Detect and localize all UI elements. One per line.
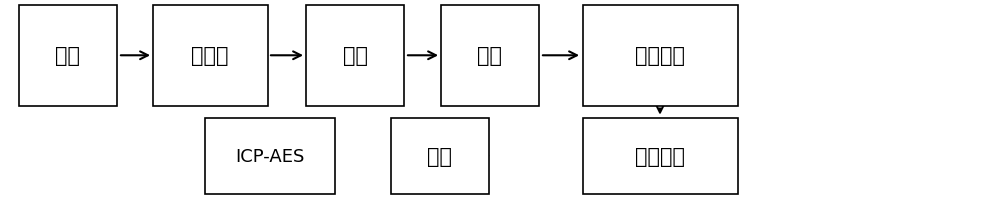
FancyBboxPatch shape (205, 118, 335, 194)
Text: 定容: 定容 (428, 146, 452, 166)
Text: 低温挥硅: 低温挥硅 (635, 46, 685, 66)
Text: 氢氟酸: 氢氟酸 (191, 46, 229, 66)
Text: 干冰: 干冰 (342, 46, 368, 66)
FancyBboxPatch shape (441, 6, 539, 106)
FancyBboxPatch shape (582, 118, 738, 194)
FancyBboxPatch shape (391, 118, 489, 194)
Text: ICP-AES: ICP-AES (235, 147, 305, 165)
Text: 样品: 样品 (56, 46, 80, 66)
Text: 调节酸度: 调节酸度 (635, 146, 685, 166)
Text: 硝酸: 硝酸 (478, 46, 503, 66)
FancyBboxPatch shape (152, 6, 268, 106)
FancyBboxPatch shape (19, 6, 117, 106)
FancyBboxPatch shape (582, 6, 738, 106)
FancyBboxPatch shape (306, 6, 404, 106)
